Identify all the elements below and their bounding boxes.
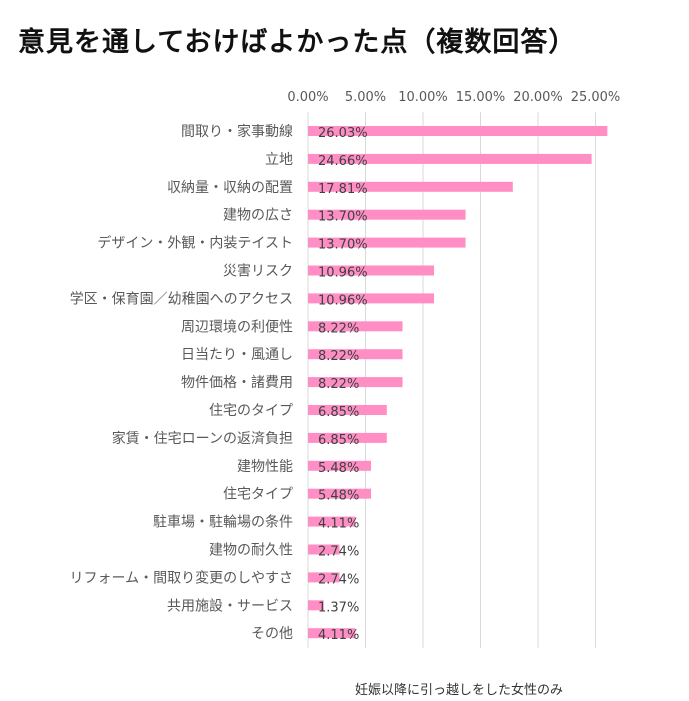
category-label: 共用施設・サービス (167, 598, 293, 614)
category-label: 建物性能 (237, 459, 293, 475)
bar (308, 600, 324, 611)
category-label: 住宅タイプ (223, 487, 293, 503)
category-label: 収納量・収納の配置 (167, 180, 293, 196)
data-label: 5.48% (318, 489, 359, 504)
data-label: 8.22% (318, 321, 359, 336)
data-label: 8.22% (318, 377, 359, 392)
bar (308, 516, 356, 527)
chart-title: 意見を通しておけばよかった点（複数回答） (18, 27, 577, 58)
bar (308, 460, 372, 471)
data-label: 4.11% (318, 628, 359, 643)
bar (308, 377, 403, 388)
bar (308, 349, 403, 360)
category-label: 災害リスク (223, 264, 293, 280)
data-label: 5.48% (318, 461, 359, 476)
data-label: 17.81% (318, 182, 368, 197)
category-label: 家賃・住宅ローンの返済負担 (112, 430, 293, 447)
bar (308, 628, 356, 639)
category-label: 住宅のタイプ (209, 403, 293, 419)
data-label: 24.66% (318, 154, 368, 169)
x-tick-label: 5.00% (345, 90, 386, 105)
x-tick-label: 0.00% (287, 90, 328, 105)
bar (308, 293, 435, 304)
footnote: 妊娠以降に引っ越しをした女性のみ (355, 683, 564, 698)
category-label: 立地 (265, 152, 293, 168)
category-label: 日当たり・風通し (181, 347, 293, 363)
data-label: 10.96% (318, 266, 368, 281)
bar (308, 432, 387, 443)
bar (308, 544, 340, 555)
bar (308, 153, 592, 164)
x-tick-label: 20.00% (513, 90, 563, 105)
bar (308, 321, 403, 332)
category-label: デザイン・外観・内装テイスト (97, 235, 293, 252)
bar (308, 572, 340, 583)
data-label: 1.37% (318, 600, 359, 615)
bar (308, 405, 387, 415)
data-label: 8.22% (318, 349, 359, 364)
category-label: 駐車場・駐輪場の条件 (153, 514, 293, 531)
category-label: 物件価格・諸費用 (181, 375, 293, 391)
data-label: 2.74% (318, 545, 359, 560)
data-label: 6.85% (318, 405, 359, 420)
category-label: リフォーム・間取り変更のしやすさ (70, 569, 293, 586)
bar (308, 181, 513, 192)
data-label: 13.70% (318, 210, 368, 225)
category-label: 建物の耐久性 (209, 543, 293, 559)
category-label: 間取り・家事動線 (181, 123, 293, 140)
data-label: 13.70% (318, 238, 368, 253)
data-label: 4.11% (318, 517, 359, 532)
x-tick-label: 25.00% (571, 90, 621, 105)
data-label: 26.03% (318, 126, 368, 141)
category-label: 学区・保育園／幼稚園へのアクセス (70, 291, 293, 307)
data-label: 6.85% (318, 433, 359, 448)
bar (308, 209, 466, 220)
category-label: 建物の広さ (223, 208, 293, 224)
bar (308, 126, 608, 136)
data-label: 2.74% (318, 572, 359, 587)
bar (308, 237, 466, 248)
category-label: 周辺環境の利便性 (181, 319, 293, 335)
bar (308, 488, 372, 499)
data-label: 10.96% (318, 293, 368, 308)
bar (308, 265, 435, 276)
x-tick-label: 15.00% (456, 90, 506, 105)
category-label: その他 (251, 626, 293, 642)
x-tick-label: 10.00% (398, 90, 448, 105)
